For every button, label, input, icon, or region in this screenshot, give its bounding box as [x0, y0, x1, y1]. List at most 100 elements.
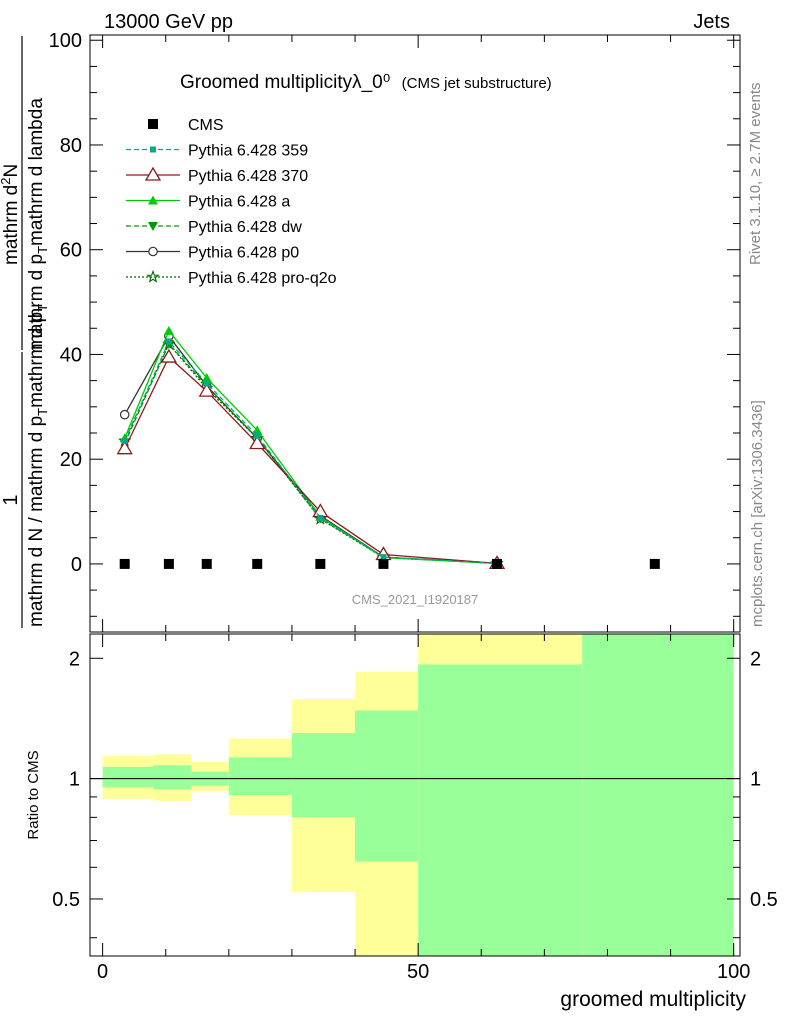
legend-label: CMS [188, 117, 224, 134]
x-tick-labels: 0 50 100 [97, 961, 750, 983]
main-y-tick-label: 100 [49, 30, 82, 52]
x-tick-label: 50 [407, 961, 429, 983]
ratio-green-band [291, 733, 356, 818]
plot-title-sub: (CMS jet substructure) [402, 75, 552, 92]
series-pythia-6-428-pro-q2o [117, 336, 504, 570]
data-point [116, 440, 133, 455]
main-ticks [90, 35, 740, 632]
series-line [124, 356, 498, 565]
ratio-y-tick-label: 0.5 [52, 889, 80, 911]
data-point [315, 558, 326, 569]
plot-title: Groomed multiplicityλ_0⁰ (CMS jet substr… [180, 72, 552, 93]
header-energy: 13000 GeV pp [104, 11, 233, 33]
data-point [121, 437, 128, 444]
data-point [378, 558, 389, 569]
legend-marker [148, 246, 158, 257]
legend-entry: Pythia 6.428 dw [126, 219, 302, 236]
main-y-tick-labels: 0 20 40 60 80 100 [49, 30, 82, 576]
ratio-green-band [228, 757, 292, 795]
ratio-green-band [355, 710, 419, 862]
legend-marker [150, 146, 156, 153]
legend-label: Pythia 6.428 p0 [188, 245, 299, 262]
x-axis-label: groomed multiplicity [560, 988, 746, 1011]
legend-label: Pythia 6.428 pro-q2o [188, 270, 337, 287]
main-y-tick-label: 0 [71, 554, 82, 576]
analysis-watermark: CMS_2021_I1920187 [352, 592, 479, 607]
series-line [124, 340, 498, 565]
series-pythia-6-428-359 [121, 338, 501, 567]
series-cms [119, 558, 660, 569]
rivet-version-label: Rivet 3.1.10, ≥ 2.7M events [747, 83, 764, 266]
ratio-plot-frame [89, 633, 741, 957]
ratio-green-band [153, 765, 191, 790]
data-point [492, 558, 503, 569]
legend-label: Pythia 6.428 359 [188, 143, 308, 160]
main-y-tick-label: 80 [60, 135, 82, 157]
data-point [249, 435, 266, 450]
ratio-green-band [102, 766, 154, 788]
legend-label: Pythia 6.428 370 [188, 168, 308, 185]
legend-marker [146, 269, 160, 283]
main-plot-frame [89, 34, 741, 633]
legend-marker [148, 195, 158, 205]
legend-entry: Pythia 6.428 359 [126, 143, 308, 160]
data-point [163, 558, 174, 569]
ratio-green-band [418, 664, 583, 956]
data-point [198, 382, 215, 397]
ratio-plot-panel: 0.5 0.5 1 1 2 2 0 50 100 [52, 633, 778, 983]
data-point [380, 554, 387, 561]
ratio-y-tick-label-right: 0.5 [750, 889, 778, 911]
ratio-y-tick-labels: 0.5 0.5 1 1 2 2 [52, 648, 778, 911]
data-point [254, 432, 261, 439]
ratio-y-tick-label-right: 2 [750, 648, 761, 670]
main-y-tick-label: 40 [60, 344, 82, 366]
series-line [124, 329, 498, 565]
ratio-y-tick-label-right: 1 [750, 769, 761, 791]
legend-marker [144, 166, 162, 181]
data-point [649, 558, 660, 569]
data-point [203, 380, 210, 387]
legend-entry: CMS [148, 117, 224, 134]
legend-label: Pythia 6.428 a [188, 194, 290, 211]
main-y-tick-label: 20 [60, 449, 82, 471]
series-line [124, 342, 498, 565]
data-point [165, 338, 172, 345]
ratio-y-tick-label: 2 [69, 648, 80, 670]
main-y-axis-label: 1 mathrm d N / mathrm d pTmathrm d pT ma… [0, 36, 50, 628]
data-point [119, 409, 130, 420]
legend: CMS Pythia 6.428 359 Pythia 6.428 370 Pythi… [126, 117, 337, 287]
legend-entry: Pythia 6.428 p0 [126, 245, 299, 262]
series-pythia-6-428-370 [116, 348, 506, 570]
data-point [252, 558, 263, 569]
data-point [119, 558, 130, 569]
x-tick-label: 100 [717, 961, 750, 983]
ratio-y-axis-label: Ratio to CMS [25, 750, 42, 839]
series-pythia-6-428-p0 [119, 331, 502, 569]
main-plot-panel: 0 20 40 60 80 100 [49, 30, 741, 633]
mcplots-label: mcplots.cern.ch [arXiv:1306.3436] [749, 400, 766, 627]
ratio-y-tick-label: 1 [69, 769, 80, 791]
series-line [124, 342, 498, 565]
series-line [124, 334, 498, 565]
legend-entry: Pythia 6.428 pro-q2o [126, 269, 337, 287]
data-point [201, 558, 212, 569]
ylabel-right-numerator: mathrm d2N [0, 164, 22, 265]
main-data-series [116, 325, 660, 570]
data-point [317, 514, 324, 521]
ylabel-right-denominator: mathrm d pTmathrm d lambda [26, 98, 50, 350]
series-pythia-6-428-dw [119, 339, 503, 569]
ratio-green-band [582, 634, 734, 956]
data-point [160, 348, 178, 363]
ratio-uncertainty-bands [102, 634, 734, 956]
main-y-tick-label: 60 [60, 240, 82, 262]
ratio-ticks [90, 634, 740, 956]
legend-entry: Pythia 6.428 a [126, 194, 290, 211]
x-tick-label: 0 [97, 961, 108, 983]
legend-marker [148, 222, 158, 231]
data-point [163, 325, 174, 335]
ylabel-left-denominator: mathrm d N / mathrm d pTmathrm d pT [26, 304, 50, 627]
legend-entry: Pythia 6.428 370 [126, 166, 308, 185]
series-pythia-6-428-a [119, 325, 503, 568]
ylabel-numerator-one: 1 [0, 494, 22, 505]
